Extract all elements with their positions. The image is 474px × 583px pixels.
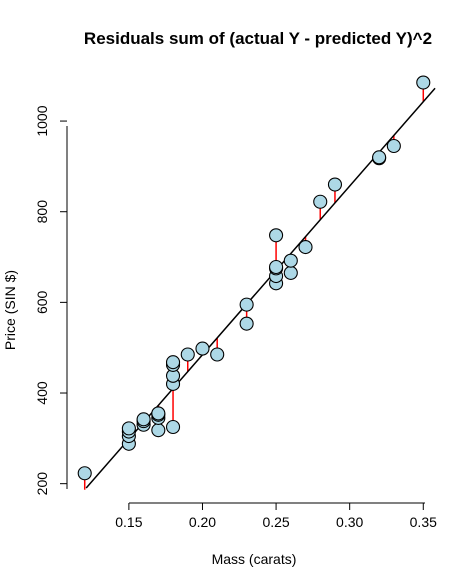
data-point bbox=[313, 194, 328, 209]
x-tick-label: 0.15 bbox=[115, 514, 142, 530]
data-point bbox=[195, 341, 210, 356]
data-point bbox=[298, 240, 313, 255]
y-tick-label: 1000 bbox=[34, 105, 50, 136]
data-point bbox=[239, 316, 254, 331]
data-point bbox=[372, 150, 387, 165]
y-axis-label: Price (SIN $) bbox=[2, 270, 18, 350]
x-axis-ticks: 0.15 0.20 0.25 0.30 0.35 bbox=[115, 503, 437, 530]
data-point bbox=[283, 253, 298, 268]
data-point bbox=[210, 347, 225, 362]
data-point bbox=[269, 228, 284, 243]
data-point bbox=[180, 347, 195, 362]
data-point bbox=[269, 259, 284, 275]
x-tick-label: 0.30 bbox=[336, 514, 363, 530]
data-point bbox=[165, 355, 181, 370]
x-tick-label: 0.20 bbox=[189, 514, 216, 530]
data-point bbox=[283, 265, 298, 280]
y-tick-label: 200 bbox=[34, 472, 50, 496]
x-tick-label: 0.35 bbox=[410, 514, 437, 530]
x-axis-label: Mass (carats) bbox=[212, 551, 297, 567]
y-tick-label: 400 bbox=[34, 381, 50, 405]
data-points bbox=[77, 75, 431, 481]
data-point bbox=[151, 406, 166, 421]
data-point bbox=[121, 421, 136, 436]
data-point bbox=[77, 466, 92, 481]
data-point bbox=[151, 423, 166, 438]
y-tick-label: 800 bbox=[34, 200, 50, 224]
x-tick-label: 0.25 bbox=[262, 514, 289, 530]
data-point bbox=[239, 297, 254, 312]
data-point bbox=[416, 75, 431, 90]
data-point bbox=[327, 177, 343, 192]
plot-frame bbox=[66, 126, 425, 504]
data-point bbox=[136, 412, 151, 427]
data-point bbox=[165, 419, 181, 435]
data-point bbox=[386, 138, 401, 154]
chart-title: Residuals sum of (actual Y - predicted Y… bbox=[84, 29, 432, 48]
y-tick-label: 600 bbox=[34, 290, 50, 314]
y-axis-ticks: 200 400 600 800 1000 bbox=[34, 105, 67, 495]
